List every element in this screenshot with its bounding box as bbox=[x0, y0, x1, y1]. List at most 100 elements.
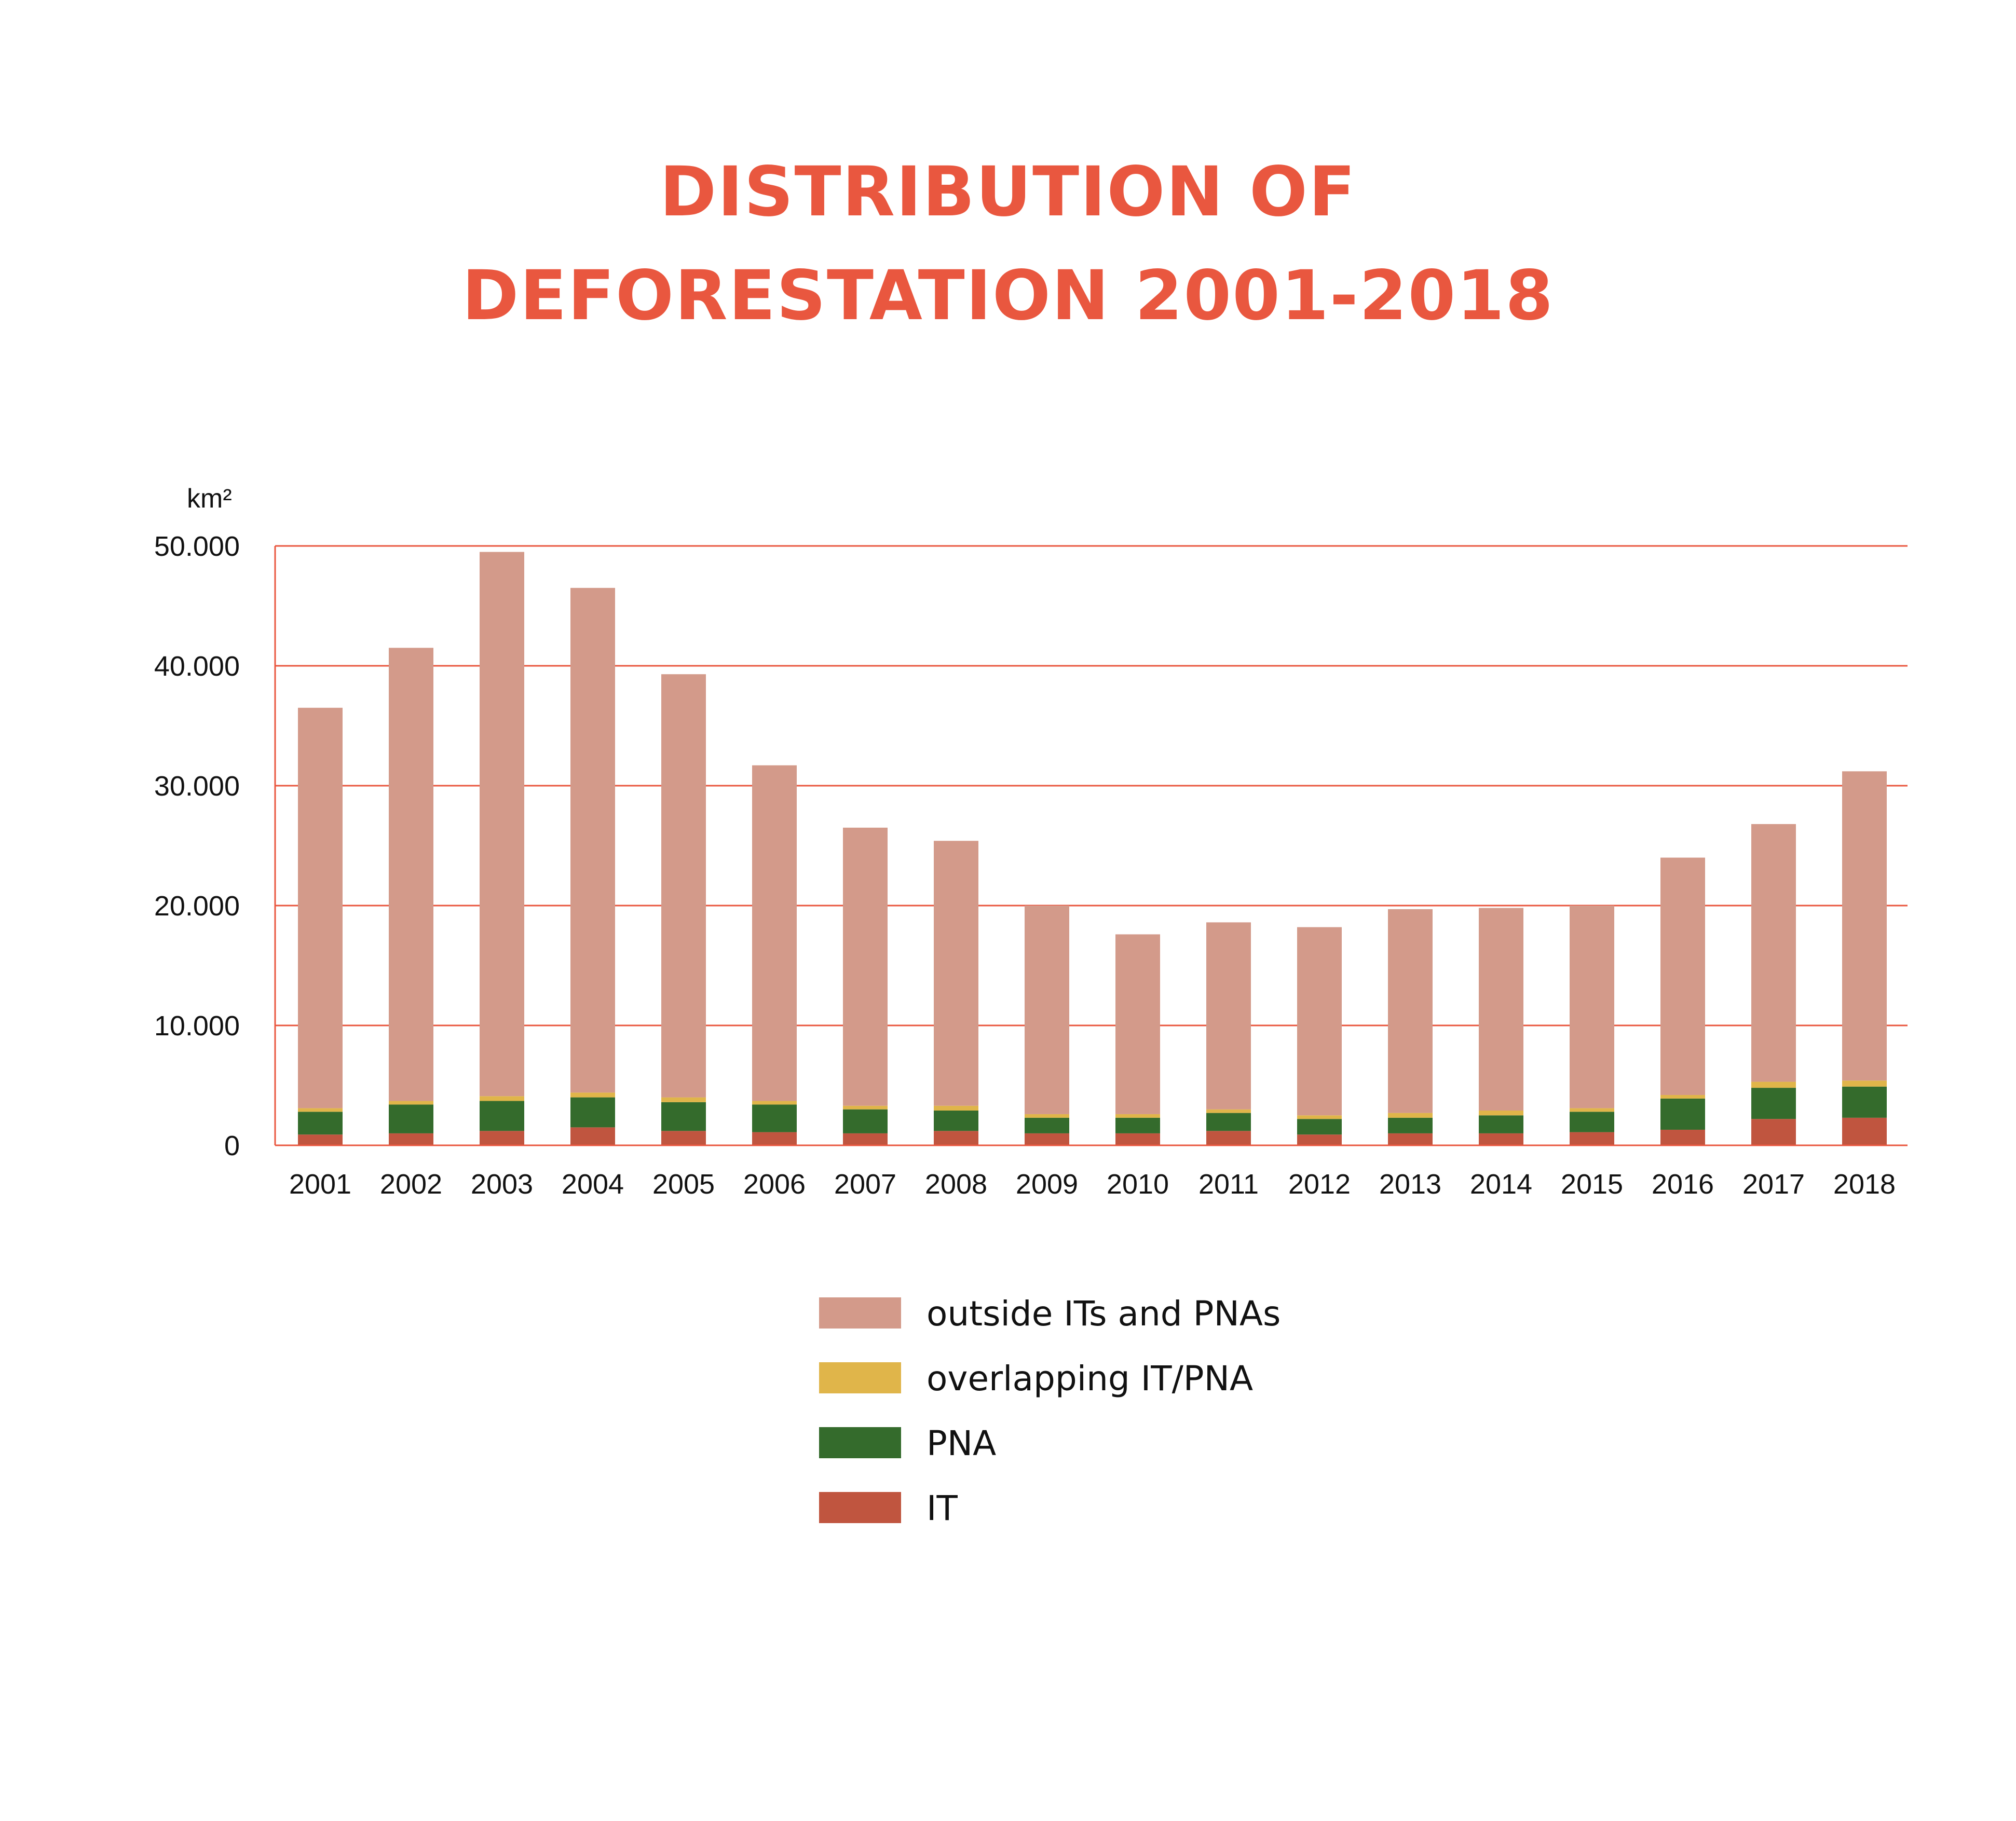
bar-stack bbox=[480, 552, 524, 1145]
bar-segment bbox=[843, 1133, 888, 1145]
bar-segment bbox=[1570, 1132, 1614, 1145]
bar-segment bbox=[1751, 824, 1796, 1082]
bar-segment bbox=[1297, 1134, 1342, 1145]
y-axis-unit-label: km² bbox=[187, 484, 232, 514]
legend-label: IT bbox=[927, 1488, 958, 1528]
bar-segment bbox=[1660, 1094, 1705, 1099]
legend-label: overlapping IT/PNA bbox=[927, 1359, 1253, 1399]
legend-swatch bbox=[819, 1297, 901, 1329]
bar-segment bbox=[480, 552, 524, 1097]
x-tick-label: 2009 bbox=[1016, 1169, 1078, 1200]
bar-segment bbox=[1115, 1117, 1160, 1133]
bar-stack bbox=[934, 841, 978, 1145]
bar-stack bbox=[1115, 934, 1160, 1145]
bar-segment bbox=[1751, 1119, 1796, 1145]
bar-segment bbox=[661, 1131, 706, 1145]
y-tick-label: 40.000 bbox=[154, 651, 240, 682]
bar-segment bbox=[1388, 1117, 1433, 1133]
bar-segment bbox=[1025, 906, 1069, 1114]
bar-stack bbox=[1388, 909, 1433, 1145]
x-tick-label: 2007 bbox=[834, 1169, 896, 1200]
x-tick-label: 2002 bbox=[380, 1169, 442, 1200]
bar-segment bbox=[934, 841, 978, 1106]
bar-segment bbox=[843, 1109, 888, 1133]
y-tick-label: 30.000 bbox=[154, 771, 240, 802]
bar-stack bbox=[1751, 824, 1796, 1145]
bar-segment bbox=[1115, 1133, 1160, 1145]
bar-stack bbox=[1842, 771, 1887, 1145]
bar-segment bbox=[1479, 1115, 1523, 1133]
bar-segment bbox=[480, 1096, 524, 1101]
bar-segment bbox=[1206, 1109, 1251, 1113]
bar-segment bbox=[1842, 1086, 1887, 1118]
legend-item: IT bbox=[819, 1488, 958, 1528]
x-tick-label: 2015 bbox=[1561, 1169, 1623, 1200]
bar-segment bbox=[570, 587, 615, 1093]
bar-segment bbox=[480, 1131, 524, 1145]
bar-segment bbox=[570, 1097, 615, 1128]
bar-stack bbox=[1025, 906, 1069, 1145]
y-tick-label: 50.000 bbox=[154, 531, 240, 562]
bar-segment bbox=[1660, 1098, 1705, 1130]
y-tick-label: 0 bbox=[224, 1130, 240, 1161]
legend-item: overlapping IT/PNA bbox=[819, 1359, 1253, 1399]
bar-segment bbox=[661, 1097, 706, 1102]
bar-stack bbox=[1570, 906, 1614, 1145]
bar-segment bbox=[1025, 1117, 1069, 1133]
legend-item: PNA bbox=[819, 1423, 996, 1463]
chart-title-line-2: DEFORESTATION 2001-2018 bbox=[461, 256, 1555, 336]
x-tick-label: 2006 bbox=[743, 1169, 806, 1200]
bar-segment bbox=[1206, 1131, 1251, 1145]
bar-segment bbox=[389, 648, 433, 1101]
bar-segment bbox=[934, 1111, 978, 1131]
bar-segment bbox=[1751, 1088, 1796, 1119]
bar-segment bbox=[843, 1105, 888, 1110]
legend-swatch bbox=[819, 1362, 901, 1393]
bar-stack bbox=[389, 648, 433, 1145]
bar-segment bbox=[752, 1101, 797, 1105]
chart-title-line-1: DISTRIBUTION OF bbox=[659, 152, 1357, 232]
bar-segment bbox=[1479, 908, 1523, 1111]
y-axis-ticks: 0 10.000 20.000 30.000 40.000 50.000 bbox=[154, 531, 240, 1161]
bar-stack bbox=[843, 827, 888, 1145]
chart-title: DISTRIBUTION OF DEFORESTATION 2001-2018 bbox=[0, 140, 2016, 348]
x-tick-label: 2003 bbox=[471, 1169, 533, 1200]
x-tick-label: 2008 bbox=[925, 1169, 987, 1200]
bar-segment bbox=[752, 765, 797, 1101]
legend-swatch bbox=[819, 1492, 901, 1523]
x-tick-label: 2001 bbox=[289, 1169, 351, 1200]
legend-item: outside ITs and PNAs bbox=[819, 1294, 1281, 1334]
bar-segment bbox=[480, 1101, 524, 1131]
bar-segment bbox=[1297, 927, 1342, 1116]
bar-stack bbox=[752, 765, 797, 1145]
bar-segment bbox=[1388, 909, 1433, 1113]
bar-segment bbox=[1479, 1111, 1523, 1116]
bar-segment bbox=[1751, 1081, 1796, 1088]
legend-swatch bbox=[819, 1427, 901, 1458]
x-tick-label: 2017 bbox=[1742, 1169, 1805, 1200]
bar-stack bbox=[1660, 857, 1705, 1145]
bar-segment bbox=[298, 1134, 343, 1145]
bar-segment bbox=[1297, 1115, 1342, 1119]
bar-segment bbox=[661, 1102, 706, 1131]
x-tick-label: 2013 bbox=[1379, 1169, 1441, 1200]
bar-segment bbox=[1206, 1113, 1251, 1131]
bar-segment bbox=[1115, 1114, 1160, 1118]
bar-segment bbox=[843, 827, 888, 1106]
x-tick-label: 2004 bbox=[562, 1169, 624, 1200]
bar-stack bbox=[298, 707, 343, 1145]
bar-stack bbox=[661, 674, 706, 1145]
bar-segment bbox=[298, 1108, 343, 1112]
x-tick-label: 2014 bbox=[1470, 1169, 1532, 1200]
bar-segment bbox=[570, 1127, 615, 1145]
x-axis-ticks: 2001 2002 2003 2004 2005 2006 2007 2008 2009 2010… bbox=[289, 1169, 1896, 1200]
bar-segment bbox=[389, 1101, 433, 1105]
x-tick-label: 2012 bbox=[1288, 1169, 1351, 1200]
bar-segment bbox=[298, 707, 343, 1108]
bar-segment bbox=[1206, 922, 1251, 1110]
bar-segment bbox=[1025, 1133, 1069, 1145]
y-tick-label: 10.000 bbox=[154, 1010, 240, 1042]
bar-segment bbox=[570, 1092, 615, 1098]
bar-segment bbox=[1842, 1117, 1887, 1145]
x-tick-label: 2016 bbox=[1652, 1169, 1714, 1200]
